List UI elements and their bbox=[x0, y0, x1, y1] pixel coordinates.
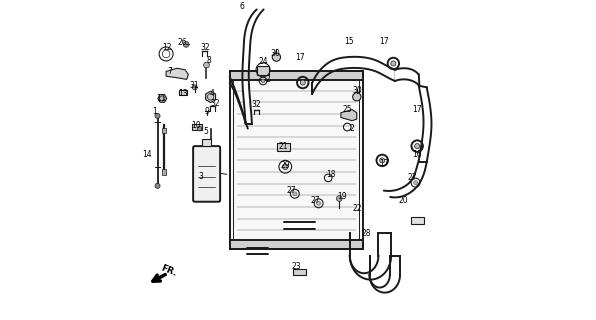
Text: 21: 21 bbox=[279, 142, 288, 151]
Text: 6: 6 bbox=[240, 2, 245, 11]
Bar bbox=[162, 128, 166, 133]
Polygon shape bbox=[284, 222, 315, 229]
Bar bbox=[193, 124, 202, 130]
Circle shape bbox=[192, 85, 197, 90]
Text: FR.: FR. bbox=[160, 264, 178, 278]
Polygon shape bbox=[158, 95, 167, 102]
Bar bbox=[229, 241, 363, 249]
Circle shape bbox=[197, 126, 201, 131]
Text: 2: 2 bbox=[349, 124, 354, 133]
Text: 26: 26 bbox=[177, 38, 187, 47]
Circle shape bbox=[391, 61, 396, 66]
Bar bbox=[293, 269, 306, 275]
Text: 1: 1 bbox=[152, 107, 157, 116]
Circle shape bbox=[293, 192, 297, 196]
Circle shape bbox=[353, 93, 361, 101]
Circle shape bbox=[316, 201, 321, 205]
Polygon shape bbox=[166, 68, 188, 79]
Text: 11: 11 bbox=[156, 94, 166, 103]
Polygon shape bbox=[206, 91, 216, 103]
Text: 20: 20 bbox=[398, 196, 408, 204]
Text: 5: 5 bbox=[203, 127, 208, 136]
Circle shape bbox=[283, 164, 288, 170]
Bar bbox=[202, 139, 212, 146]
Text: 32: 32 bbox=[252, 100, 261, 109]
Circle shape bbox=[155, 113, 160, 118]
Polygon shape bbox=[341, 109, 357, 121]
Bar bbox=[229, 71, 363, 80]
Polygon shape bbox=[419, 86, 432, 162]
Polygon shape bbox=[243, 10, 263, 124]
Text: 30: 30 bbox=[271, 49, 281, 59]
Text: 23: 23 bbox=[291, 262, 301, 271]
Polygon shape bbox=[395, 68, 420, 86]
Text: 17: 17 bbox=[379, 159, 389, 168]
Text: 32: 32 bbox=[200, 43, 210, 52]
Text: 14: 14 bbox=[142, 149, 152, 158]
Text: 13: 13 bbox=[178, 89, 188, 98]
Text: 27: 27 bbox=[286, 186, 296, 195]
Polygon shape bbox=[229, 77, 248, 129]
Polygon shape bbox=[247, 248, 268, 254]
Bar bbox=[162, 169, 166, 175]
Text: 17: 17 bbox=[295, 52, 305, 62]
Text: 4: 4 bbox=[210, 89, 215, 98]
Polygon shape bbox=[350, 256, 391, 280]
Text: 27: 27 bbox=[408, 173, 417, 182]
Text: 18: 18 bbox=[327, 170, 336, 179]
Circle shape bbox=[414, 181, 417, 185]
Text: 31: 31 bbox=[190, 81, 199, 90]
Bar bbox=[229, 71, 363, 249]
Bar bbox=[234, 75, 359, 245]
Text: 2: 2 bbox=[265, 75, 270, 84]
Circle shape bbox=[184, 42, 189, 47]
Text: 10: 10 bbox=[191, 121, 200, 130]
Bar bbox=[411, 217, 424, 224]
Text: 24: 24 bbox=[258, 57, 268, 66]
Text: 9: 9 bbox=[205, 107, 210, 116]
Polygon shape bbox=[370, 275, 400, 292]
Polygon shape bbox=[312, 57, 395, 94]
Polygon shape bbox=[384, 160, 427, 197]
Circle shape bbox=[204, 62, 209, 68]
Text: 3: 3 bbox=[198, 172, 203, 181]
Text: 25: 25 bbox=[343, 105, 352, 114]
Text: 12: 12 bbox=[162, 43, 172, 52]
Text: 27: 27 bbox=[311, 196, 320, 204]
Text: 30: 30 bbox=[352, 86, 362, 95]
Text: 7: 7 bbox=[167, 67, 172, 76]
Text: 17: 17 bbox=[412, 105, 422, 114]
Circle shape bbox=[380, 158, 385, 163]
Text: 8: 8 bbox=[206, 56, 211, 65]
Circle shape bbox=[261, 79, 265, 83]
Text: 28: 28 bbox=[362, 229, 371, 238]
Text: 32: 32 bbox=[210, 99, 219, 108]
Bar bbox=[179, 90, 187, 95]
Text: 16: 16 bbox=[412, 149, 422, 158]
Circle shape bbox=[300, 80, 305, 85]
Circle shape bbox=[155, 183, 160, 188]
Circle shape bbox=[415, 144, 420, 149]
FancyBboxPatch shape bbox=[193, 146, 220, 202]
Text: 19: 19 bbox=[337, 192, 347, 202]
Bar bbox=[257, 66, 269, 75]
Circle shape bbox=[337, 196, 342, 201]
Text: 15: 15 bbox=[344, 37, 353, 46]
Text: 22: 22 bbox=[352, 204, 362, 212]
Bar bbox=[277, 143, 290, 151]
Circle shape bbox=[272, 53, 281, 61]
Text: 29: 29 bbox=[281, 161, 290, 170]
Text: 17: 17 bbox=[379, 37, 389, 46]
